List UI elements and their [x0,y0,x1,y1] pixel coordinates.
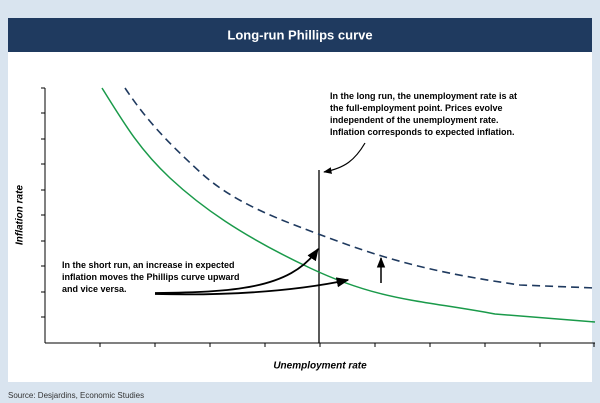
note-line: In the short run, an increase in expecte… [62,260,235,270]
title: Long-run Phillips curve [227,27,372,42]
short-run-curve [101,87,596,323]
panel [8,52,592,382]
arrow [154,277,350,296]
header-bar [8,18,592,52]
x-axis-label: Unemployment rate [273,361,367,372]
long-run-note: In the long run, the unemployment rate i… [330,91,520,137]
note-line: inflation moves the Phillips curve upwar… [62,272,240,282]
short-run-note: In the short run, an increase in expecte… [62,260,242,294]
arrow [323,142,366,174]
source: Source: Desjardins, Economic Studies [8,391,144,400]
note-line: and vice versa. [62,284,127,294]
shifted-curve [124,87,596,289]
axes [41,87,595,347]
note-line: In the long run, the unemployment rate i… [330,91,517,101]
note-line: the full-employment point. Prices evolve [330,103,503,113]
y-axis-label: Inflation rate [15,185,26,245]
note-line: Inflation corresponds to expected inflat… [330,127,515,137]
note-line: independent of the unemployment rate. [330,115,499,125]
arrow [154,247,319,294]
